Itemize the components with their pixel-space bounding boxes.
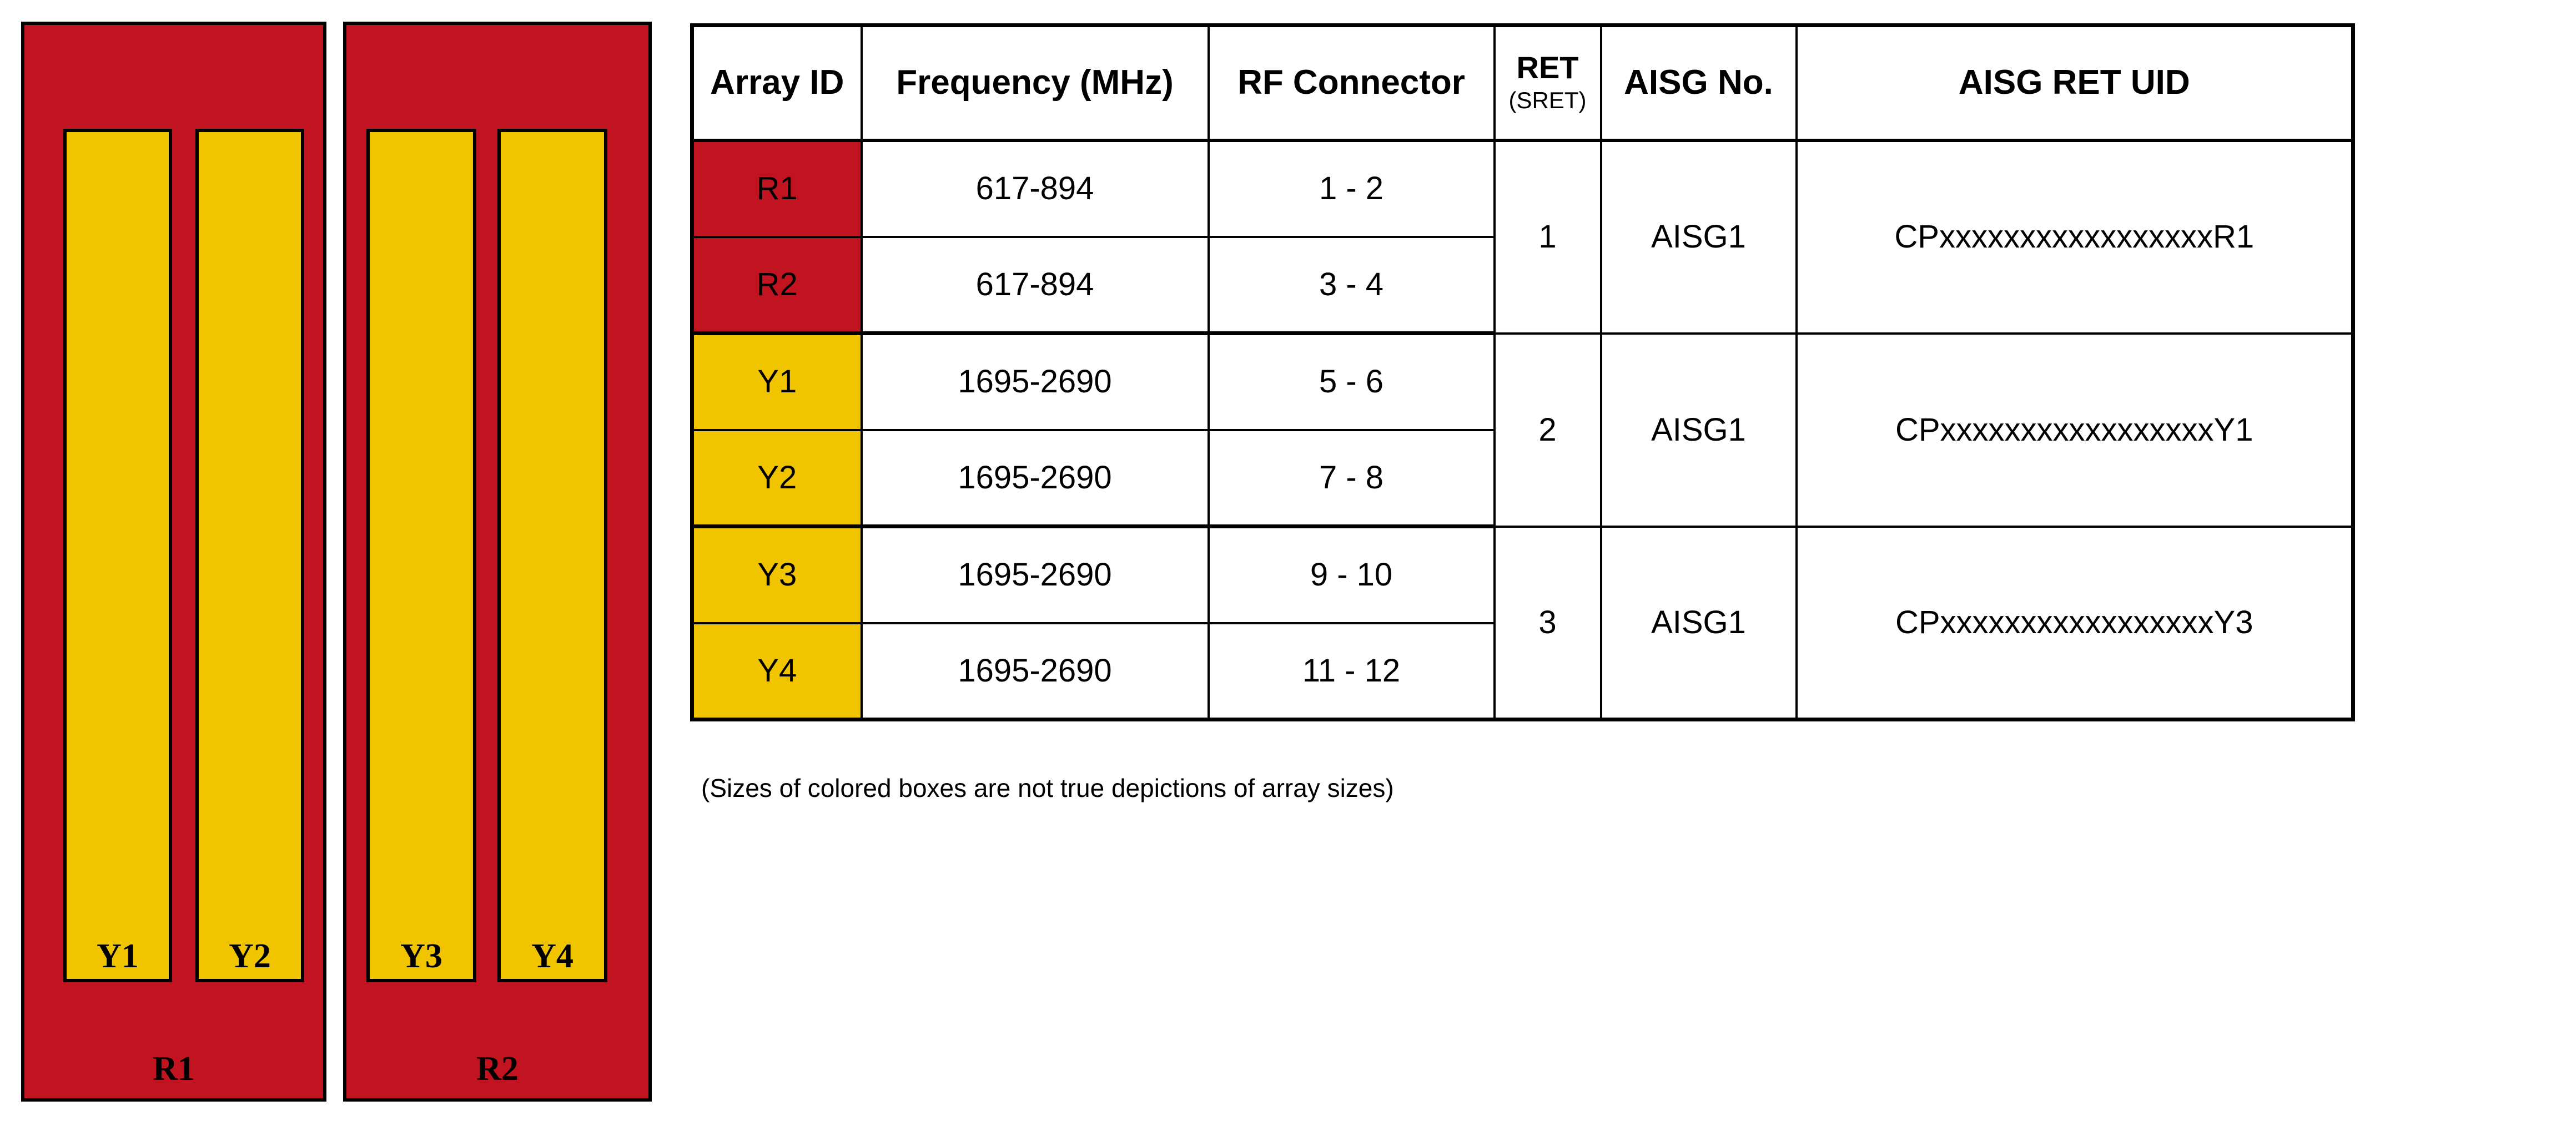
- array-bar-y4: Y4: [497, 129, 607, 982]
- header-aisg-ret-uid: AISG RET UID: [1795, 24, 2354, 142]
- cell-array-id-y4: Y4: [691, 622, 863, 721]
- header-ret-sub: (SRET): [1508, 87, 1587, 114]
- cell-rf-connector-r1: 1 - 2: [1207, 139, 1496, 238]
- cell-aisg-ret-uid-group1: CPxxxxxxxxxxxxxxxxxR1: [1795, 139, 2354, 335]
- cell-ret-group2: 2: [1493, 332, 1602, 528]
- cell-rf-connector-y4: 11 - 12: [1207, 622, 1496, 721]
- cell-frequency-y2: 1695-2690: [860, 428, 1210, 528]
- array-bar-label-y4: Y4: [531, 937, 573, 975]
- cell-ret-group1: 1: [1493, 139, 1602, 335]
- cell-aisg-no-group3: AISG1: [1599, 525, 1798, 721]
- panel-label-r1: R1: [153, 1050, 195, 1088]
- header-rf-connector: RF Connector: [1207, 24, 1496, 142]
- table-row-y2: Y2 1695-2690 7 - 8: [691, 428, 2353, 528]
- antenna-panel-r1: Y1 Y2 R1: [21, 22, 326, 1102]
- cell-frequency-r2: 617-894: [860, 235, 1210, 335]
- cell-aisg-no-group2: AISG1: [1599, 332, 1798, 528]
- table-row-r2: R2 617-894 3 - 4: [691, 235, 2353, 335]
- array-bar-y2: Y2: [195, 129, 304, 982]
- cell-array-id-y3: Y3: [691, 525, 863, 624]
- array-bar-y1: Y1: [63, 129, 172, 982]
- header-array-id: Array ID: [691, 24, 863, 142]
- cell-rf-connector-y1: 5 - 6: [1207, 332, 1496, 431]
- cell-rf-connector-r2: 3 - 4: [1207, 235, 1496, 335]
- cell-array-id-y1: Y1: [691, 332, 863, 431]
- header-aisg-no: AISG No.: [1599, 24, 1798, 142]
- cell-array-id-r2: R2: [691, 235, 863, 335]
- cell-frequency-y4: 1695-2690: [860, 622, 1210, 721]
- array-bar-label-y1: Y1: [97, 937, 139, 975]
- cell-frequency-r1: 617-894: [860, 139, 1210, 238]
- panel-label-r2: R2: [476, 1050, 519, 1088]
- cell-rf-connector-y2: 7 - 8: [1207, 428, 1496, 528]
- array-bar-y3: Y3: [366, 129, 476, 982]
- cell-aisg-ret-uid-group2: CPxxxxxxxxxxxxxxxxxY1: [1795, 332, 2354, 528]
- cell-aisg-no-group1: AISG1: [1599, 139, 1798, 335]
- cell-array-id-r1: R1: [691, 139, 863, 238]
- table-row-y4: Y4 1695-2690 11 - 12: [691, 622, 2353, 721]
- table-row-r1: R1 617-894 1 - 2 1 AISG1 CPxxxxxxxxxxxxx…: [691, 139, 2354, 335]
- array-bar-label-y2: Y2: [229, 937, 271, 975]
- cell-frequency-y1: 1695-2690: [860, 332, 1210, 431]
- array-spec-table: Array ID Frequency (MHz) RF Connector RE…: [690, 23, 2355, 721]
- table-header-row: Array ID Frequency (MHz) RF Connector RE…: [691, 24, 2354, 142]
- size-disclaimer-note: (Sizes of colored boxes are not true dep…: [701, 774, 1394, 802]
- cell-frequency-y3: 1695-2690: [860, 525, 1210, 624]
- cell-rf-connector-y3: 9 - 10: [1207, 525, 1496, 624]
- header-frequency: Frequency (MHz): [860, 24, 1210, 142]
- cell-ret-group3: 3: [1493, 525, 1602, 721]
- header-ret: RET (SRET): [1493, 24, 1602, 142]
- cell-array-id-y2: Y2: [691, 428, 863, 528]
- cell-aisg-ret-uid-group3: CPxxxxxxxxxxxxxxxxxY3: [1795, 525, 2354, 721]
- array-bar-label-y3: Y3: [400, 937, 442, 975]
- antenna-panel-r2: Y3 Y4 R2: [343, 22, 652, 1102]
- table-row-y1: Y1 1695-2690 5 - 6 2 AISG1 CPxxxxxxxxxxx…: [691, 332, 2354, 528]
- header-ret-main: RET: [1516, 50, 1579, 85]
- table-row-y3: Y3 1695-2690 9 - 10 3 AISG1 CPxxxxxxxxxx…: [691, 525, 2354, 721]
